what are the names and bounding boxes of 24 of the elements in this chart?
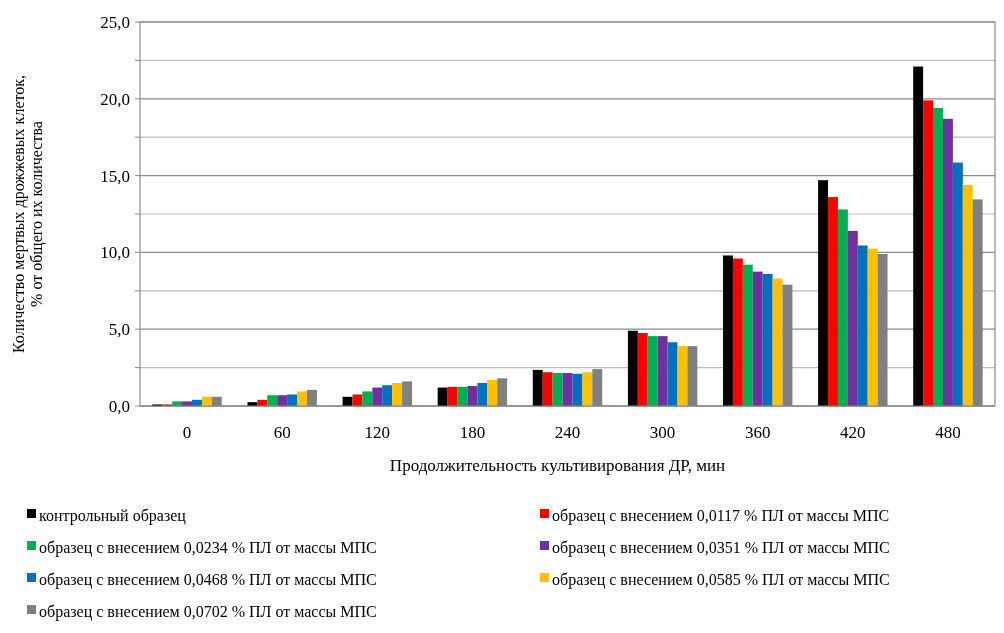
- x-tick-label: 300: [649, 423, 676, 442]
- x-axis-title: Продолжительность культивирования ДР, мин: [389, 456, 726, 475]
- x-tick-label: 180: [459, 423, 486, 442]
- y-tick-label: 20,0: [100, 89, 130, 109]
- x-tick-label: 60: [273, 423, 291, 442]
- x-tick-label: 480: [935, 423, 961, 442]
- y-tick-label: 25,0: [100, 12, 130, 32]
- legend-label: образец с внесением 0,0117 % ПЛ от массы МПС: [552, 506, 890, 525]
- legend-label: образец с внесением 0,0702 % ПЛ от массы МПС: [39, 602, 377, 621]
- y-tick-label: 0,0: [108, 396, 130, 416]
- legend-label: контрольный образец: [39, 506, 187, 525]
- y-tick-label: 10,0: [100, 243, 130, 263]
- y-axis-title: Количество мертвых дрожжевых клеток, % от общего их количества: [10, 74, 46, 354]
- legend-label: образец с внесением 0,0468 % ПЛ от массы МПС: [39, 570, 377, 589]
- legend-label: образец с внесением 0,0351 % ПЛ от массы МПС: [552, 538, 890, 557]
- x-tick-label: 420: [840, 423, 866, 442]
- x-tick-label: 0: [182, 423, 192, 442]
- x-tick-label: 240: [554, 423, 581, 442]
- x-tick-label: 360: [744, 423, 771, 442]
- y-tick-label: 15,0: [100, 166, 130, 186]
- y-tick-label: 5,0: [108, 320, 130, 340]
- legend-label: образец с внесением 0,0585 % ПЛ от массы МПС: [552, 570, 890, 589]
- legend-label: образец с внесением 0,0234 % ПЛ от массы МПС: [39, 538, 377, 557]
- x-tick-label: 120: [364, 423, 391, 442]
